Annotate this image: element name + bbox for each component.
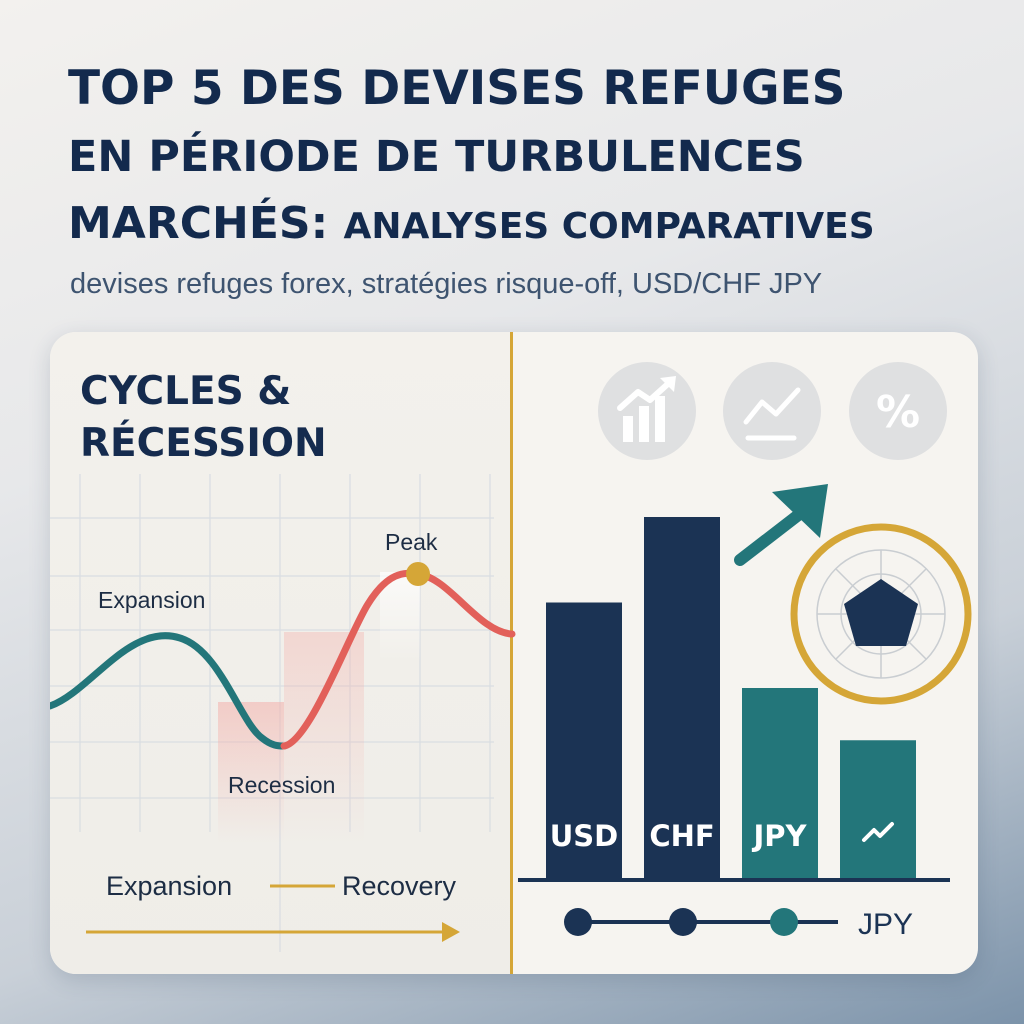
legend-recovery-label: Recovery <box>342 871 457 901</box>
timeline-dot <box>564 908 592 936</box>
expansion-label: Expansion <box>98 587 205 613</box>
recovery-curve <box>280 569 516 750</box>
peak-highlight <box>380 572 420 662</box>
title-line-2: EN PÉRIODE DE TURBULENCES <box>68 132 805 182</box>
timeline-dot <box>770 908 798 936</box>
bar-series: USD CHF JPY <box>546 517 916 878</box>
recession-label: Recession <box>228 772 335 798</box>
bar-trend <box>840 740 916 878</box>
bar-label-usd: USD <box>550 819 619 853</box>
timeline-dot <box>669 908 697 936</box>
panel-divider <box>510 332 513 974</box>
timeline-dots <box>564 908 838 936</box>
title-line-3: MARCHÉS: ANALYSES COMPARATIVES <box>68 190 1008 261</box>
expansion-curve <box>50 632 288 750</box>
bar-jpy <box>742 688 818 878</box>
bar-label-jpy: JPY <box>751 819 807 853</box>
cycle-heading-line-2: RÉCESSION <box>80 421 327 466</box>
subtitle: devises refuges forex, stratégies risque… <box>70 268 823 300</box>
trend-zigzag-icon <box>862 822 894 842</box>
legend-expansion-label: Expansion <box>106 871 232 901</box>
bar-chart-up-icon <box>598 362 696 460</box>
peak-label: Peak <box>385 529 438 555</box>
cycle-heading-line-1: CYCLES & <box>80 369 292 414</box>
line-chart-icon <box>723 362 821 460</box>
main-title: TOP 5 DES DEVISES REFUGES EN PÉRIODE DE … <box>68 54 1008 261</box>
pentagon-radar-icon <box>790 523 972 705</box>
timeline-label: JPY <box>858 908 913 941</box>
bar-usd <box>546 602 622 878</box>
peak-marker <box>406 562 430 586</box>
title-line-3-rest: ANALYSES COMPARATIVES <box>343 206 875 247</box>
percent-icon: % <box>849 362 947 460</box>
title-line-3-lead: MARCHÉS: <box>68 198 329 249</box>
infographic-panel: CYCLES & RÉCESSION <box>50 332 978 974</box>
bar-label-chf: CHF <box>649 819 714 853</box>
percent-icon-text: % <box>876 387 920 438</box>
trend-arrow-icon <box>734 484 828 566</box>
bar-chf <box>644 517 720 878</box>
cycle-panel-heading: CYCLES & RÉCESSION <box>80 366 480 470</box>
timeline-arrowhead <box>442 922 460 942</box>
title-line-1: TOP 5 DES DEVISES REFUGES <box>68 61 846 116</box>
panel-graphics: Expansion Peak Recession Expansion Recov… <box>50 362 972 952</box>
